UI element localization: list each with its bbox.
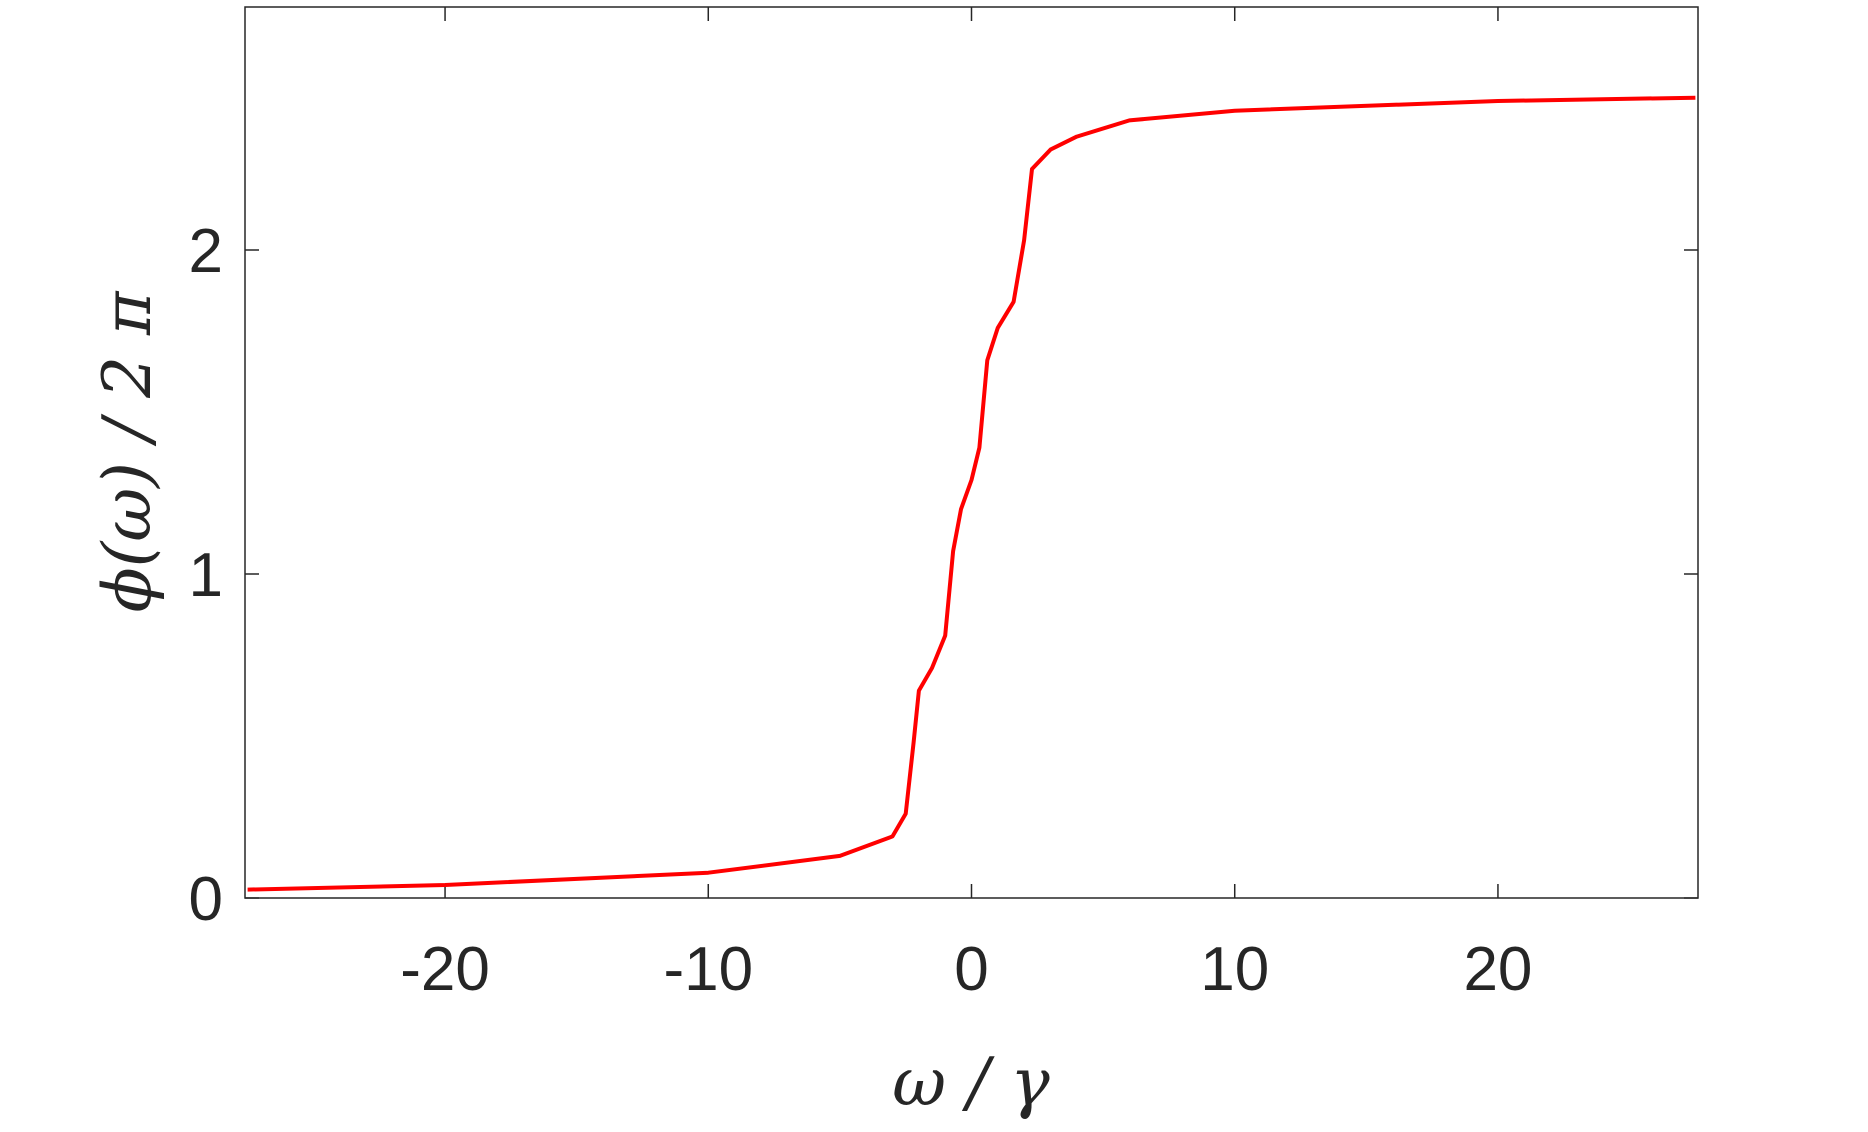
- x-tick-label: 20: [1463, 935, 1532, 1004]
- y-tick-label: 0: [189, 865, 223, 934]
- y-tick-label: 2: [189, 217, 223, 286]
- x-tick-label: 0: [954, 935, 988, 1004]
- y-tick-label: 1: [189, 541, 223, 610]
- x-tick-label: -10: [663, 935, 753, 1004]
- x-axis-label: ω / γ: [892, 1044, 1050, 1121]
- axes-box: [244, 6, 1699, 899]
- y-axis-label: ϕ(ω) / 2 π: [89, 290, 166, 612]
- x-tick-label: 10: [1200, 935, 1269, 1004]
- line: [247, 95, 1696, 892]
- x-tick-label: -20: [400, 935, 490, 1004]
